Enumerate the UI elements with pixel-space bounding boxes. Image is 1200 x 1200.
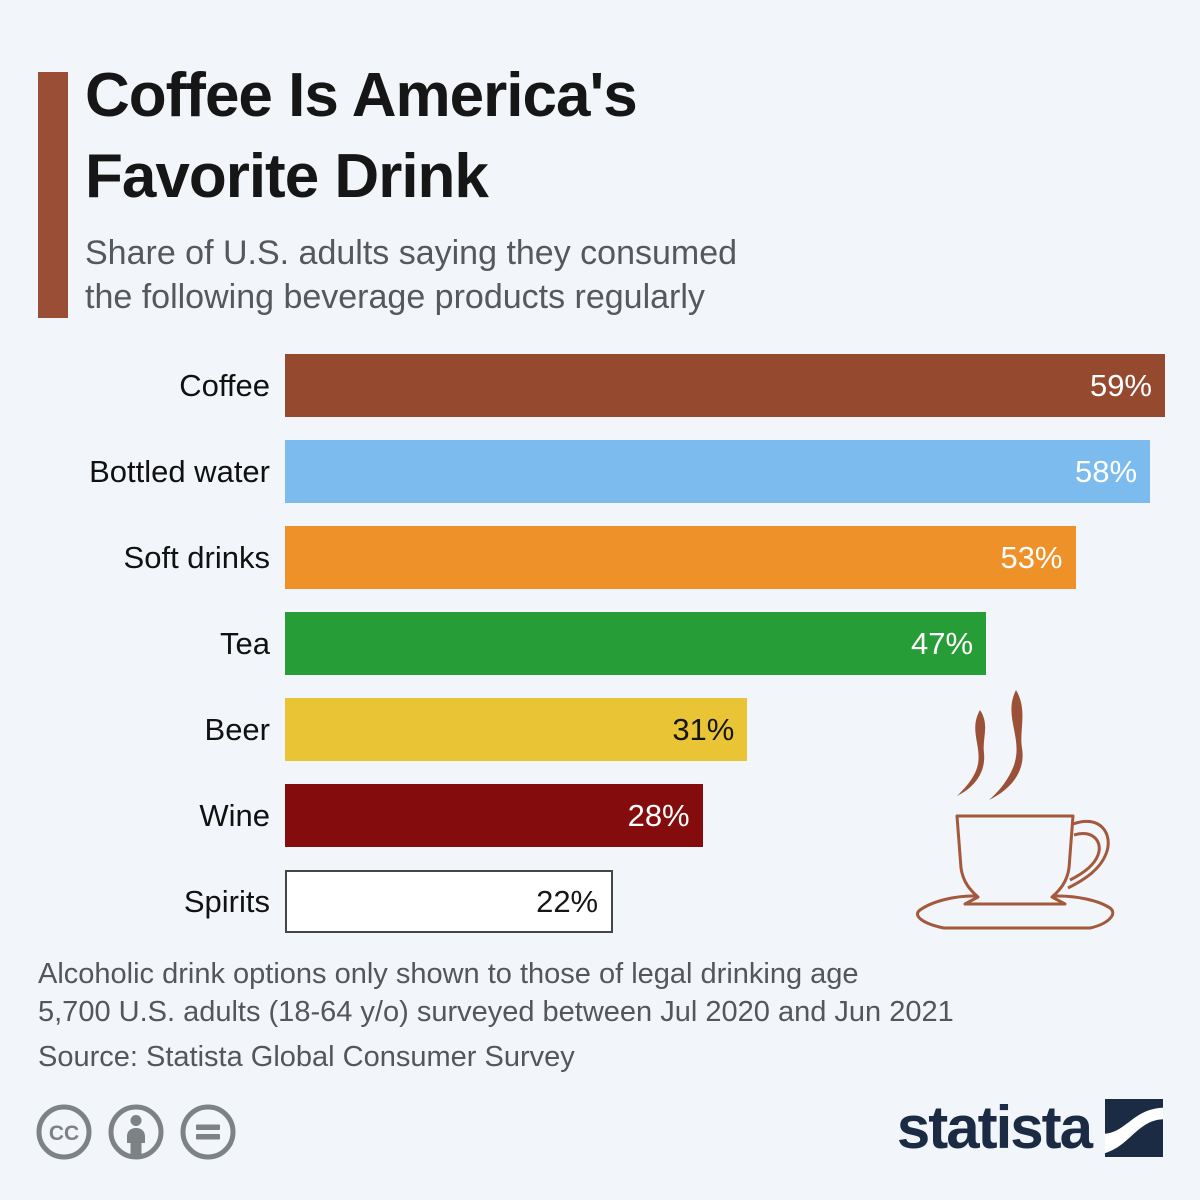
bar: 22%	[285, 870, 614, 933]
category-label: Wine	[199, 797, 270, 833]
bar-track: 31%	[285, 698, 1165, 761]
chart-row: Bottled water 58%	[0, 440, 1165, 503]
equals-icon	[180, 1104, 236, 1160]
chart-row: Tea 47%	[0, 612, 1165, 675]
category-label: Soft drinks	[123, 539, 270, 575]
value-label: 28%	[627, 797, 690, 833]
attribution-person-icon	[108, 1104, 164, 1160]
category-label: Tea	[220, 625, 270, 661]
value-label: 59%	[1089, 367, 1152, 403]
steaming-coffee-cup-icon	[916, 690, 1115, 930]
bar-track: 58%	[285, 440, 1165, 503]
page-subtitle: Share of U.S. adults saying they consume…	[85, 231, 1135, 319]
chart-row: Wine 28%	[0, 784, 1165, 847]
footnotes: Alcoholic drink options only shown to th…	[38, 956, 954, 1077]
bar: 53%	[285, 526, 1076, 589]
page-title-line-2: Favorite Drink	[85, 141, 489, 211]
bar: 28%	[285, 784, 703, 847]
bar: 58%	[285, 440, 1151, 503]
bar-track: 22%	[285, 870, 1165, 933]
value-label: 58%	[1075, 453, 1138, 489]
cup-handle	[1067, 819, 1110, 890]
bar-track: 47%	[285, 612, 1165, 675]
bar-track: 59%	[285, 354, 1165, 417]
statista-wordmark: statista	[896, 1094, 1093, 1161]
svg-text:CC: CC	[49, 1122, 79, 1145]
page-title-line-1: Coffee Is America's	[85, 61, 638, 130]
chart-row: Soft drinks 53%	[0, 526, 1165, 589]
statista-swoosh-icon	[1105, 1099, 1163, 1157]
statista-logo: statista	[897, 1098, 1163, 1158]
footnote-line-2: 5,700 U.S. adults (18-64 y/o) surveyed b…	[38, 995, 954, 1028]
bar: 47%	[285, 612, 987, 675]
chart-row: Coffee 59%	[0, 354, 1165, 417]
page-subtitle-line-1: Share of U.S. adults saying they consume…	[85, 234, 738, 273]
bar-track: 28%	[285, 784, 1165, 847]
chart-row: Spirits 22%	[0, 870, 1165, 933]
footnote-line-1: Alcoholic drink options only shown to th…	[38, 958, 859, 990]
cc-icon: CC	[36, 1104, 92, 1160]
accent-bar	[38, 72, 68, 318]
value-label: 53%	[1000, 539, 1063, 575]
header: Coffee Is America's Favorite Drink Share…	[85, 56, 1135, 320]
page-subtitle-line-2: the following beverage products regularl…	[85, 278, 705, 317]
category-label: Coffee	[179, 367, 270, 403]
license-icons: CC	[36, 1104, 236, 1160]
category-label: Bottled water	[89, 453, 270, 489]
value-label: 22%	[536, 883, 599, 919]
chart-row: Beer 31%	[0, 698, 1165, 761]
bar: 31%	[285, 698, 748, 761]
category-label: Beer	[204, 711, 270, 747]
value-label: 31%	[672, 711, 735, 747]
steam-icon	[957, 690, 1023, 800]
category-label: Spirits	[183, 883, 270, 919]
page-title: Coffee Is America's Favorite Drink	[85, 56, 1135, 217]
bar-chart: Coffee 59% Bottled water 58% Soft drinks…	[0, 354, 1165, 956]
bar: 59%	[285, 354, 1165, 417]
bar-track: 53%	[285, 526, 1165, 589]
source-line: Source: Statista Global Consumer Survey	[38, 1041, 575, 1074]
value-label: 47%	[910, 625, 974, 661]
